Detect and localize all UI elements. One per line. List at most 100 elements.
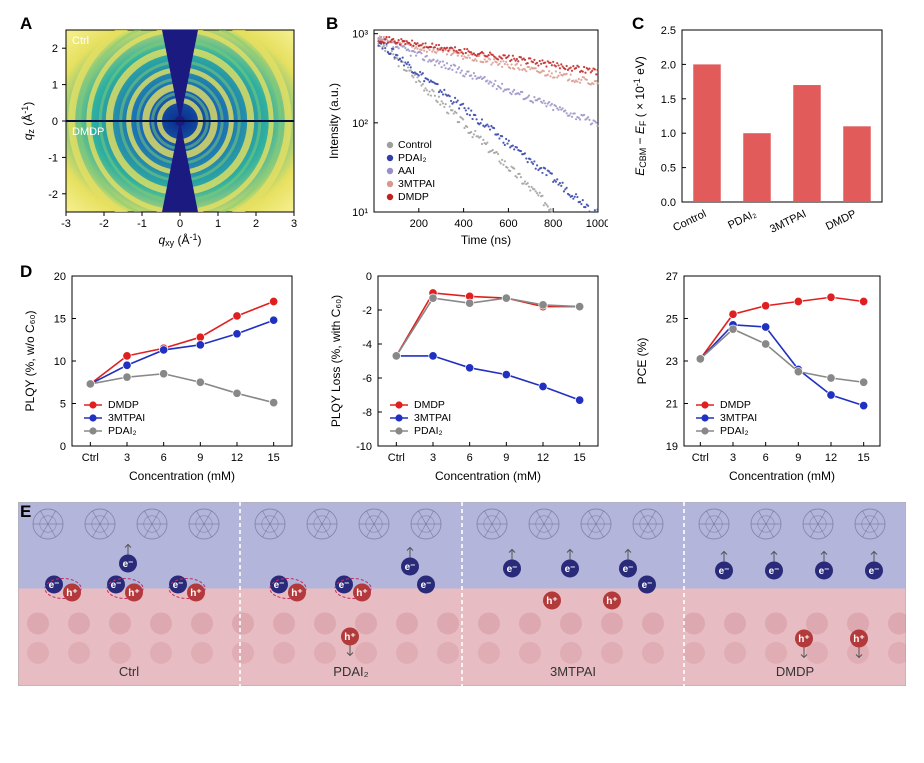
svg-text:3: 3 — [730, 452, 736, 464]
svg-text:e⁻: e⁻ — [405, 562, 416, 573]
svg-text:19: 19 — [666, 441, 678, 453]
svg-text:-2: -2 — [362, 305, 372, 317]
svg-text:PDAI₂: PDAI₂ — [414, 425, 443, 437]
svg-text:PDAI₂: PDAI₂ — [108, 425, 137, 437]
svg-text:20: 20 — [54, 271, 66, 283]
svg-text:1: 1 — [52, 80, 58, 92]
svg-text:12: 12 — [825, 452, 837, 464]
svg-text:DMDP: DMDP — [824, 208, 858, 233]
svg-text:0: 0 — [177, 218, 183, 230]
svg-text:9: 9 — [197, 452, 203, 464]
svg-text:3MTPAI: 3MTPAI — [108, 412, 145, 424]
panel-d-chart-0: 05101520Ctrl3691215DMDP3MTPAIPDAI₂Concen… — [18, 262, 302, 486]
svg-text:6: 6 — [763, 452, 769, 464]
svg-text:h⁺: h⁺ — [606, 596, 617, 607]
svg-text:e⁻: e⁻ — [623, 564, 634, 575]
svg-text:6: 6 — [161, 452, 167, 464]
svg-text:DMDP: DMDP — [776, 664, 814, 679]
svg-text:Concentration (mM): Concentration (mM) — [435, 469, 541, 483]
svg-text:1.5: 1.5 — [661, 94, 676, 106]
panel-e-label: E — [20, 502, 31, 522]
svg-text:ECBM − EF ( × 10-1 eV): ECBM − EF ( × 10-1 eV) — [632, 56, 648, 176]
svg-text:Control: Control — [398, 139, 432, 151]
svg-text:-4: -4 — [362, 339, 372, 351]
panel-a-label: A — [20, 14, 32, 34]
panel-b-label: B — [326, 14, 338, 34]
svg-text:DMDP: DMDP — [108, 399, 139, 411]
svg-text:Concentration (mM): Concentration (mM) — [729, 469, 835, 483]
svg-text:AAI: AAI — [398, 165, 415, 177]
svg-text:e⁻: e⁻ — [565, 564, 576, 575]
svg-text:PLQY (%, w/o C₆₀): PLQY (%, w/o C₆₀) — [23, 311, 37, 412]
svg-text:0: 0 — [366, 271, 372, 283]
svg-text:e⁻: e⁻ — [173, 580, 184, 591]
svg-text:Time (ns): Time (ns) — [461, 233, 511, 247]
svg-text:DMDP: DMDP — [398, 191, 429, 203]
svg-text:e⁻: e⁻ — [819, 566, 830, 577]
svg-text:Ctrl: Ctrl — [388, 452, 405, 464]
svg-text:10²: 10² — [352, 118, 368, 130]
panel-e: E e⁻h⁺e⁻h⁺e⁻h⁺e⁻Ctrle⁻h⁺e⁻h⁺e⁻h⁺e⁻PDAI₂e… — [18, 502, 906, 686]
panel-b: B 200400600800100010¹10²10³ControlPDAI₂A… — [324, 14, 608, 248]
svg-text:PDAI₂: PDAI₂ — [720, 425, 749, 437]
svg-text:800: 800 — [544, 218, 562, 230]
panel-c-svg: 0.00.51.01.52.02.5ControlPDAI₂3MTPAIDMDP… — [630, 14, 890, 248]
svg-text:3MTPAI: 3MTPAI — [398, 178, 435, 190]
svg-text:-2: -2 — [48, 189, 58, 201]
svg-text:h⁺: h⁺ — [66, 588, 77, 599]
svg-text:15: 15 — [54, 314, 66, 326]
svg-text:-1: -1 — [48, 152, 58, 164]
svg-text:-2: -2 — [99, 218, 109, 230]
svg-text:3MTPAI: 3MTPAI — [414, 412, 451, 424]
svg-text:Control: Control — [671, 208, 708, 234]
svg-text:DMDP: DMDP — [720, 399, 751, 411]
svg-text:0.5: 0.5 — [661, 163, 676, 175]
svg-text:5: 5 — [60, 399, 66, 411]
svg-text:-10: -10 — [356, 441, 372, 453]
svg-text:1: 1 — [215, 218, 221, 230]
svg-text:10: 10 — [54, 356, 66, 368]
svg-text:0.0: 0.0 — [661, 197, 676, 209]
svg-text:3MTPAI: 3MTPAI — [768, 208, 808, 236]
svg-text:e⁻: e⁻ — [111, 580, 122, 591]
svg-text:e⁻: e⁻ — [339, 580, 350, 591]
svg-text:PCE (%): PCE (%) — [635, 338, 649, 385]
svg-text:1000: 1000 — [586, 218, 608, 230]
svg-text:PLQY Loss (%, with C₆₀): PLQY Loss (%, with C₆₀) — [329, 295, 343, 427]
svg-text:15: 15 — [574, 452, 586, 464]
svg-text:12: 12 — [537, 452, 549, 464]
svg-text:Ctrl: Ctrl — [82, 452, 99, 464]
svg-text:h⁺: h⁺ — [356, 588, 367, 599]
svg-text:e⁻: e⁻ — [123, 559, 134, 570]
svg-text:600: 600 — [499, 218, 517, 230]
svg-text:h⁺: h⁺ — [291, 588, 302, 599]
svg-text:h⁺: h⁺ — [128, 588, 139, 599]
panel-c-label: C — [632, 14, 644, 34]
svg-text:23: 23 — [666, 356, 678, 368]
svg-text:h⁺: h⁺ — [344, 632, 355, 643]
svg-text:2: 2 — [253, 218, 259, 230]
svg-text:-8: -8 — [362, 407, 372, 419]
svg-text:9: 9 — [795, 452, 801, 464]
panel-d-label: D — [20, 262, 32, 282]
svg-text:h⁺: h⁺ — [853, 634, 864, 645]
svg-text:1.0: 1.0 — [661, 128, 676, 140]
svg-text:15: 15 — [858, 452, 870, 464]
row-abc: A CtrlDMDP-3-2-10123-2-1012qxy (Å-1)qz (… — [18, 14, 906, 248]
svg-text:PDAI₂: PDAI₂ — [398, 152, 427, 164]
svg-text:h⁺: h⁺ — [546, 596, 557, 607]
svg-text:e⁻: e⁻ — [49, 580, 60, 591]
panel-d-row: 05101520Ctrl3691215DMDP3MTPAIPDAI₂Concen… — [18, 262, 906, 486]
svg-text:PDAI₂: PDAI₂ — [333, 664, 368, 679]
panel-c: C 0.00.51.01.52.02.5ControlPDAI₂3MTPAIDM… — [630, 14, 890, 248]
svg-text:DMDP: DMDP — [72, 126, 104, 138]
svg-text:25: 25 — [666, 314, 678, 326]
svg-text:-3: -3 — [61, 218, 71, 230]
svg-text:21: 21 — [666, 399, 678, 411]
svg-text:2.0: 2.0 — [661, 59, 676, 71]
panel-e-svg: e⁻h⁺e⁻h⁺e⁻h⁺e⁻Ctrle⁻h⁺e⁻h⁺e⁻h⁺e⁻PDAI₂e⁻e… — [18, 502, 906, 686]
svg-text:e⁻: e⁻ — [274, 580, 285, 591]
panel-b-svg: 200400600800100010¹10²10³ControlPDAI₂AAI… — [324, 14, 608, 248]
svg-text:10¹: 10¹ — [352, 207, 368, 219]
figure-root: A CtrlDMDP-3-2-10123-2-1012qxy (Å-1)qz (… — [0, 0, 924, 706]
